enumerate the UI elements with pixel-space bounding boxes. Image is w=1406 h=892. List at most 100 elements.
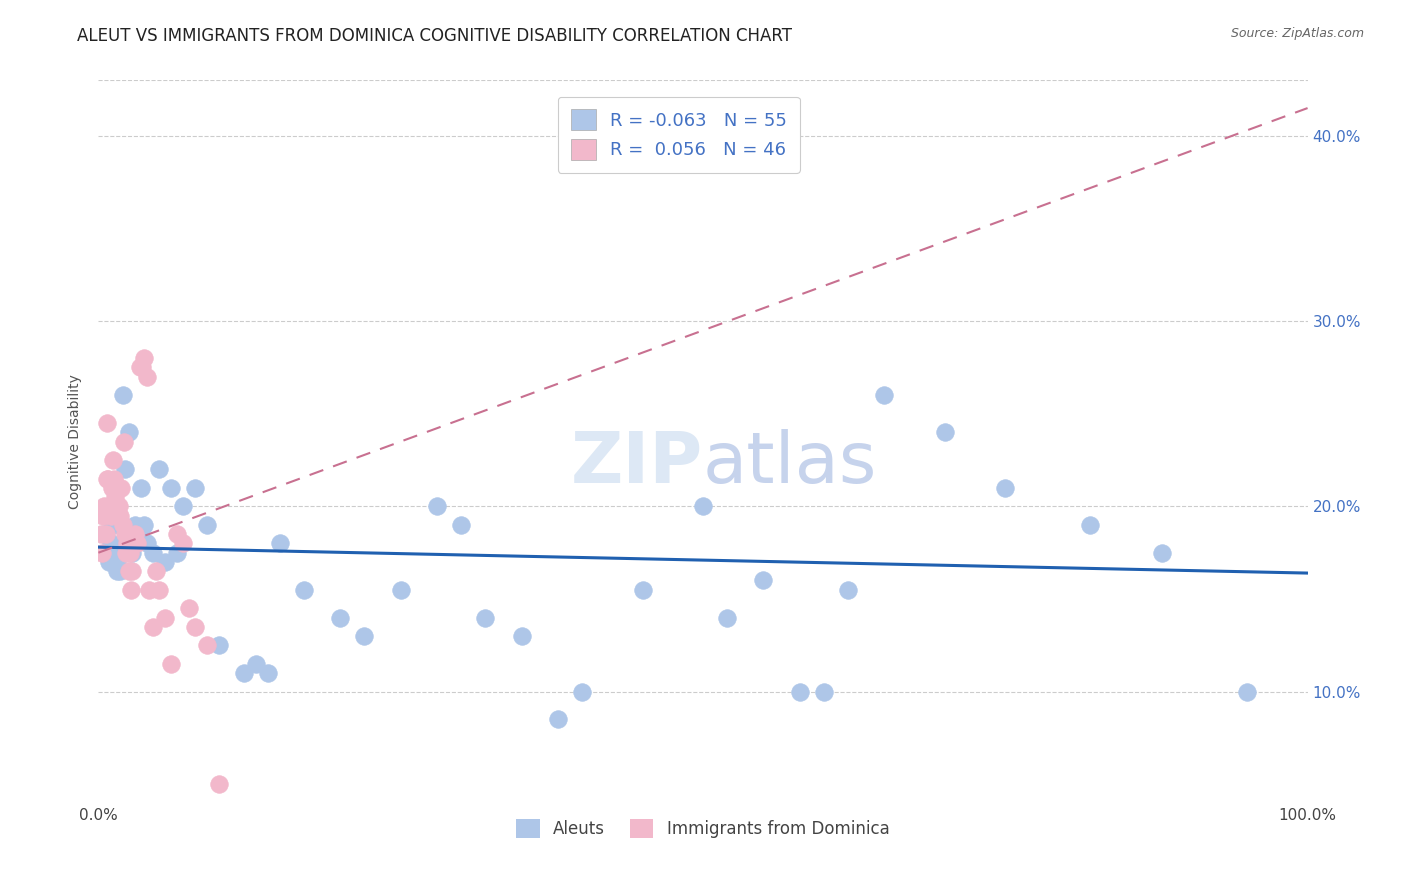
Point [510, 629, 533, 643]
Point [245, 657, 267, 671]
Point [873, 388, 896, 402]
Point [1152, 546, 1174, 560]
Legend: Aleuts, Immigrants from Dominica: Aleuts, Immigrants from Dominica [510, 813, 896, 845]
Point [145, 564, 167, 578]
Text: ZIP: ZIP [571, 429, 703, 498]
Point [1236, 684, 1258, 698]
Point [121, 546, 143, 560]
Point [105, 508, 128, 523]
Point [269, 536, 291, 550]
Point [112, 434, 135, 449]
Point [98, 500, 121, 514]
Point [160, 481, 183, 495]
Text: Source: ZipAtlas.com: Source: ZipAtlas.com [1230, 27, 1364, 40]
Point [101, 517, 124, 532]
Point [96, 416, 118, 430]
Point [195, 517, 218, 532]
Point [120, 582, 142, 597]
Point [117, 536, 139, 550]
Point [129, 481, 152, 495]
Point [121, 564, 143, 578]
Point [389, 582, 412, 597]
Point [142, 546, 165, 560]
Point [105, 555, 128, 569]
Point [208, 777, 231, 791]
Point [107, 481, 129, 495]
Point [160, 657, 183, 671]
Point [127, 536, 149, 550]
Point [148, 582, 170, 597]
Point [124, 517, 146, 532]
Point [692, 500, 714, 514]
Point [631, 582, 654, 597]
Point [110, 481, 132, 495]
Point [138, 582, 160, 597]
Point [716, 610, 738, 624]
Text: ALEUT VS IMMIGRANTS FROM DOMINICA COGNITIVE DISABILITY CORRELATION CHART: ALEUT VS IMMIGRANTS FROM DOMINICA COGNIT… [77, 27, 793, 45]
Point [994, 481, 1017, 495]
Point [108, 508, 131, 523]
Point [96, 472, 118, 486]
Point [148, 462, 170, 476]
Point [100, 481, 122, 495]
Point [166, 546, 188, 560]
Point [135, 369, 157, 384]
Point [1078, 517, 1101, 532]
Point [837, 582, 859, 597]
Point [547, 713, 569, 727]
Point [571, 684, 593, 698]
Point [934, 425, 956, 440]
Point [179, 601, 201, 615]
Point [134, 517, 156, 532]
Point [115, 546, 138, 560]
Point [752, 574, 775, 588]
Point [329, 610, 352, 624]
Point [153, 555, 176, 569]
Point [789, 684, 811, 698]
Point [100, 536, 122, 550]
Point [93, 527, 115, 541]
Point [208, 638, 231, 652]
Point [184, 481, 207, 495]
Point [101, 453, 124, 467]
Point [118, 425, 141, 440]
Point [195, 638, 218, 652]
Point [118, 546, 141, 560]
Point [90, 527, 112, 541]
Point [166, 527, 188, 541]
Point [111, 388, 134, 402]
Point [153, 610, 176, 624]
Point [256, 666, 278, 681]
Point [450, 517, 472, 532]
Point [108, 564, 131, 578]
Point [128, 360, 150, 375]
Point [94, 527, 117, 541]
Point [124, 527, 146, 541]
Point [172, 500, 194, 514]
Point [108, 500, 131, 514]
Point [97, 472, 120, 486]
Point [114, 462, 136, 476]
Point [103, 472, 125, 486]
Point [127, 527, 149, 541]
Point [93, 500, 115, 514]
Point [134, 351, 156, 366]
Point [114, 527, 136, 541]
Point [91, 546, 114, 560]
Point [108, 517, 131, 532]
Point [104, 490, 127, 504]
Point [91, 508, 114, 523]
Point [96, 546, 118, 560]
Point [118, 564, 141, 578]
Point [292, 582, 315, 597]
Point [103, 546, 125, 560]
Point [98, 555, 121, 569]
Point [172, 536, 194, 550]
Text: atlas: atlas [703, 429, 877, 498]
Point [135, 536, 157, 550]
Point [184, 620, 207, 634]
Point [232, 666, 254, 681]
Y-axis label: Cognitive Disability: Cognitive Disability [69, 374, 83, 509]
Point [100, 508, 122, 523]
Point [142, 620, 165, 634]
